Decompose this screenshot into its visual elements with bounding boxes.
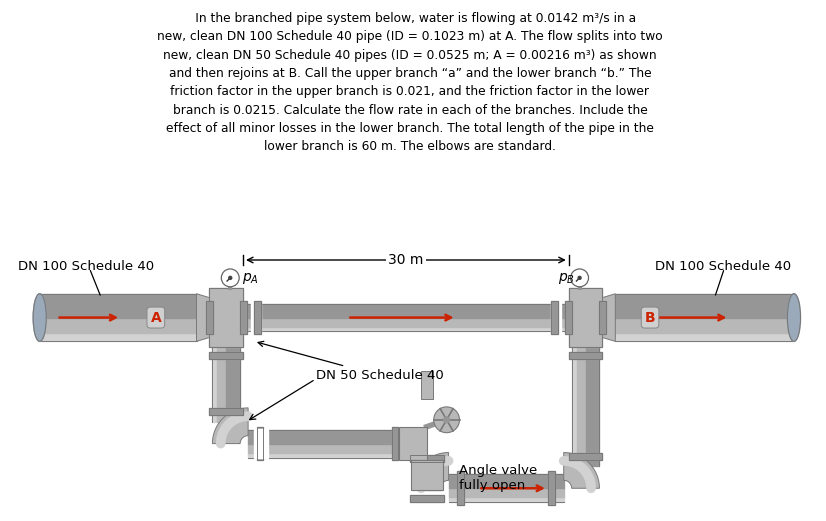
Polygon shape — [413, 453, 449, 488]
Text: DN 100 Schedule 40: DN 100 Schedule 40 — [655, 260, 791, 273]
Bar — [551, 303, 561, 332]
Bar — [457, 472, 464, 505]
Bar — [568, 288, 602, 348]
Bar — [615, 318, 794, 333]
Bar — [410, 455, 444, 462]
Bar — [577, 348, 586, 466]
Bar — [240, 301, 247, 334]
Bar — [457, 472, 464, 505]
Circle shape — [571, 269, 588, 287]
Bar — [210, 352, 243, 359]
Bar — [243, 304, 568, 318]
Bar — [217, 348, 226, 422]
Bar — [572, 348, 577, 466]
Text: and then rejoins at B. Call the upper branch “a” and the lower branch “b.” The: and then rejoins at B. Call the upper br… — [169, 67, 651, 80]
Text: DN 100 Schedule 40: DN 100 Schedule 40 — [18, 260, 154, 273]
Bar — [254, 301, 260, 334]
Bar — [410, 455, 444, 462]
Bar — [410, 495, 444, 502]
Bar — [420, 371, 433, 399]
Bar — [427, 466, 440, 490]
Text: A: A — [150, 311, 161, 325]
Text: effect of all minor losses in the lower branch. The total length of the pipe in : effect of all minor losses in the lower … — [166, 122, 654, 135]
Bar — [568, 453, 602, 460]
Bar — [568, 453, 602, 460]
Bar — [411, 461, 443, 490]
Text: $p_A$: $p_A$ — [242, 271, 259, 287]
Bar — [243, 318, 568, 327]
Bar — [410, 495, 444, 502]
Bar — [248, 443, 397, 453]
Circle shape — [229, 276, 232, 279]
Ellipse shape — [33, 294, 46, 341]
Polygon shape — [563, 453, 600, 488]
Bar — [206, 301, 213, 334]
Circle shape — [434, 407, 459, 432]
Bar — [210, 288, 243, 348]
Bar — [586, 348, 600, 466]
Bar — [449, 475, 563, 488]
Bar — [243, 327, 568, 331]
Circle shape — [221, 269, 240, 287]
Polygon shape — [212, 408, 248, 443]
Bar — [40, 294, 197, 318]
Ellipse shape — [787, 294, 800, 341]
Polygon shape — [596, 294, 615, 341]
Text: new, clean DN 50 Schedule 40 pipes (ID = 0.0525 m; A = 0.00216 m³) as shown: new, clean DN 50 Schedule 40 pipes (ID =… — [163, 48, 657, 61]
Bar — [40, 318, 197, 333]
Bar — [615, 333, 794, 341]
Bar — [392, 427, 398, 461]
Text: 30 m: 30 m — [388, 253, 424, 267]
Bar — [568, 352, 602, 359]
Bar — [418, 466, 427, 490]
Bar — [248, 453, 397, 457]
Bar — [240, 301, 247, 334]
Bar — [210, 408, 243, 415]
Bar — [226, 348, 240, 422]
Circle shape — [578, 276, 581, 279]
Bar — [413, 466, 418, 490]
Text: Angle valve
fully open: Angle valve fully open — [458, 464, 537, 492]
Bar — [551, 301, 558, 334]
Bar — [392, 427, 398, 461]
Bar — [568, 352, 602, 359]
Bar — [548, 472, 555, 505]
Text: branch is 0.0215. Calculate the flow rate in each of the branches. Include the: branch is 0.0215. Calculate the flow rat… — [173, 104, 648, 117]
Bar — [212, 348, 217, 422]
Bar — [599, 301, 606, 334]
Text: DN 50 Schedule 40: DN 50 Schedule 40 — [258, 341, 444, 382]
Bar — [449, 488, 563, 498]
Bar — [551, 301, 558, 334]
Bar — [449, 498, 563, 502]
Text: friction factor in the upper branch is 0.021, and the friction factor in the low: friction factor in the upper branch is 0… — [170, 85, 649, 98]
Bar — [210, 288, 243, 348]
Bar — [210, 408, 243, 415]
Bar — [257, 427, 263, 461]
Bar — [248, 430, 397, 443]
Circle shape — [444, 417, 449, 423]
Bar — [565, 301, 572, 334]
Bar — [568, 288, 602, 348]
Bar — [40, 333, 197, 341]
Text: new, clean DN 100 Schedule 40 pipe (ID = 0.1023 m) at A. The flow splits into tw: new, clean DN 100 Schedule 40 pipe (ID =… — [157, 30, 662, 43]
Text: lower branch is 60 m. The elbows are standard.: lower branch is 60 m. The elbows are sta… — [263, 141, 556, 153]
Bar — [254, 429, 268, 458]
Bar — [548, 472, 555, 505]
Bar — [615, 294, 794, 318]
Bar — [399, 427, 427, 461]
Text: B: B — [645, 311, 655, 325]
Bar — [565, 301, 572, 334]
Bar — [254, 301, 260, 334]
Bar — [251, 303, 261, 332]
Bar — [257, 427, 263, 461]
Text: $p_B$: $p_B$ — [558, 271, 575, 287]
Polygon shape — [197, 294, 216, 341]
Text: In the branched pipe system below, water is flowing at 0.0142 m³/s in a: In the branched pipe system below, water… — [183, 12, 637, 25]
Bar — [210, 352, 243, 359]
Bar — [206, 301, 213, 334]
Bar — [599, 301, 606, 334]
